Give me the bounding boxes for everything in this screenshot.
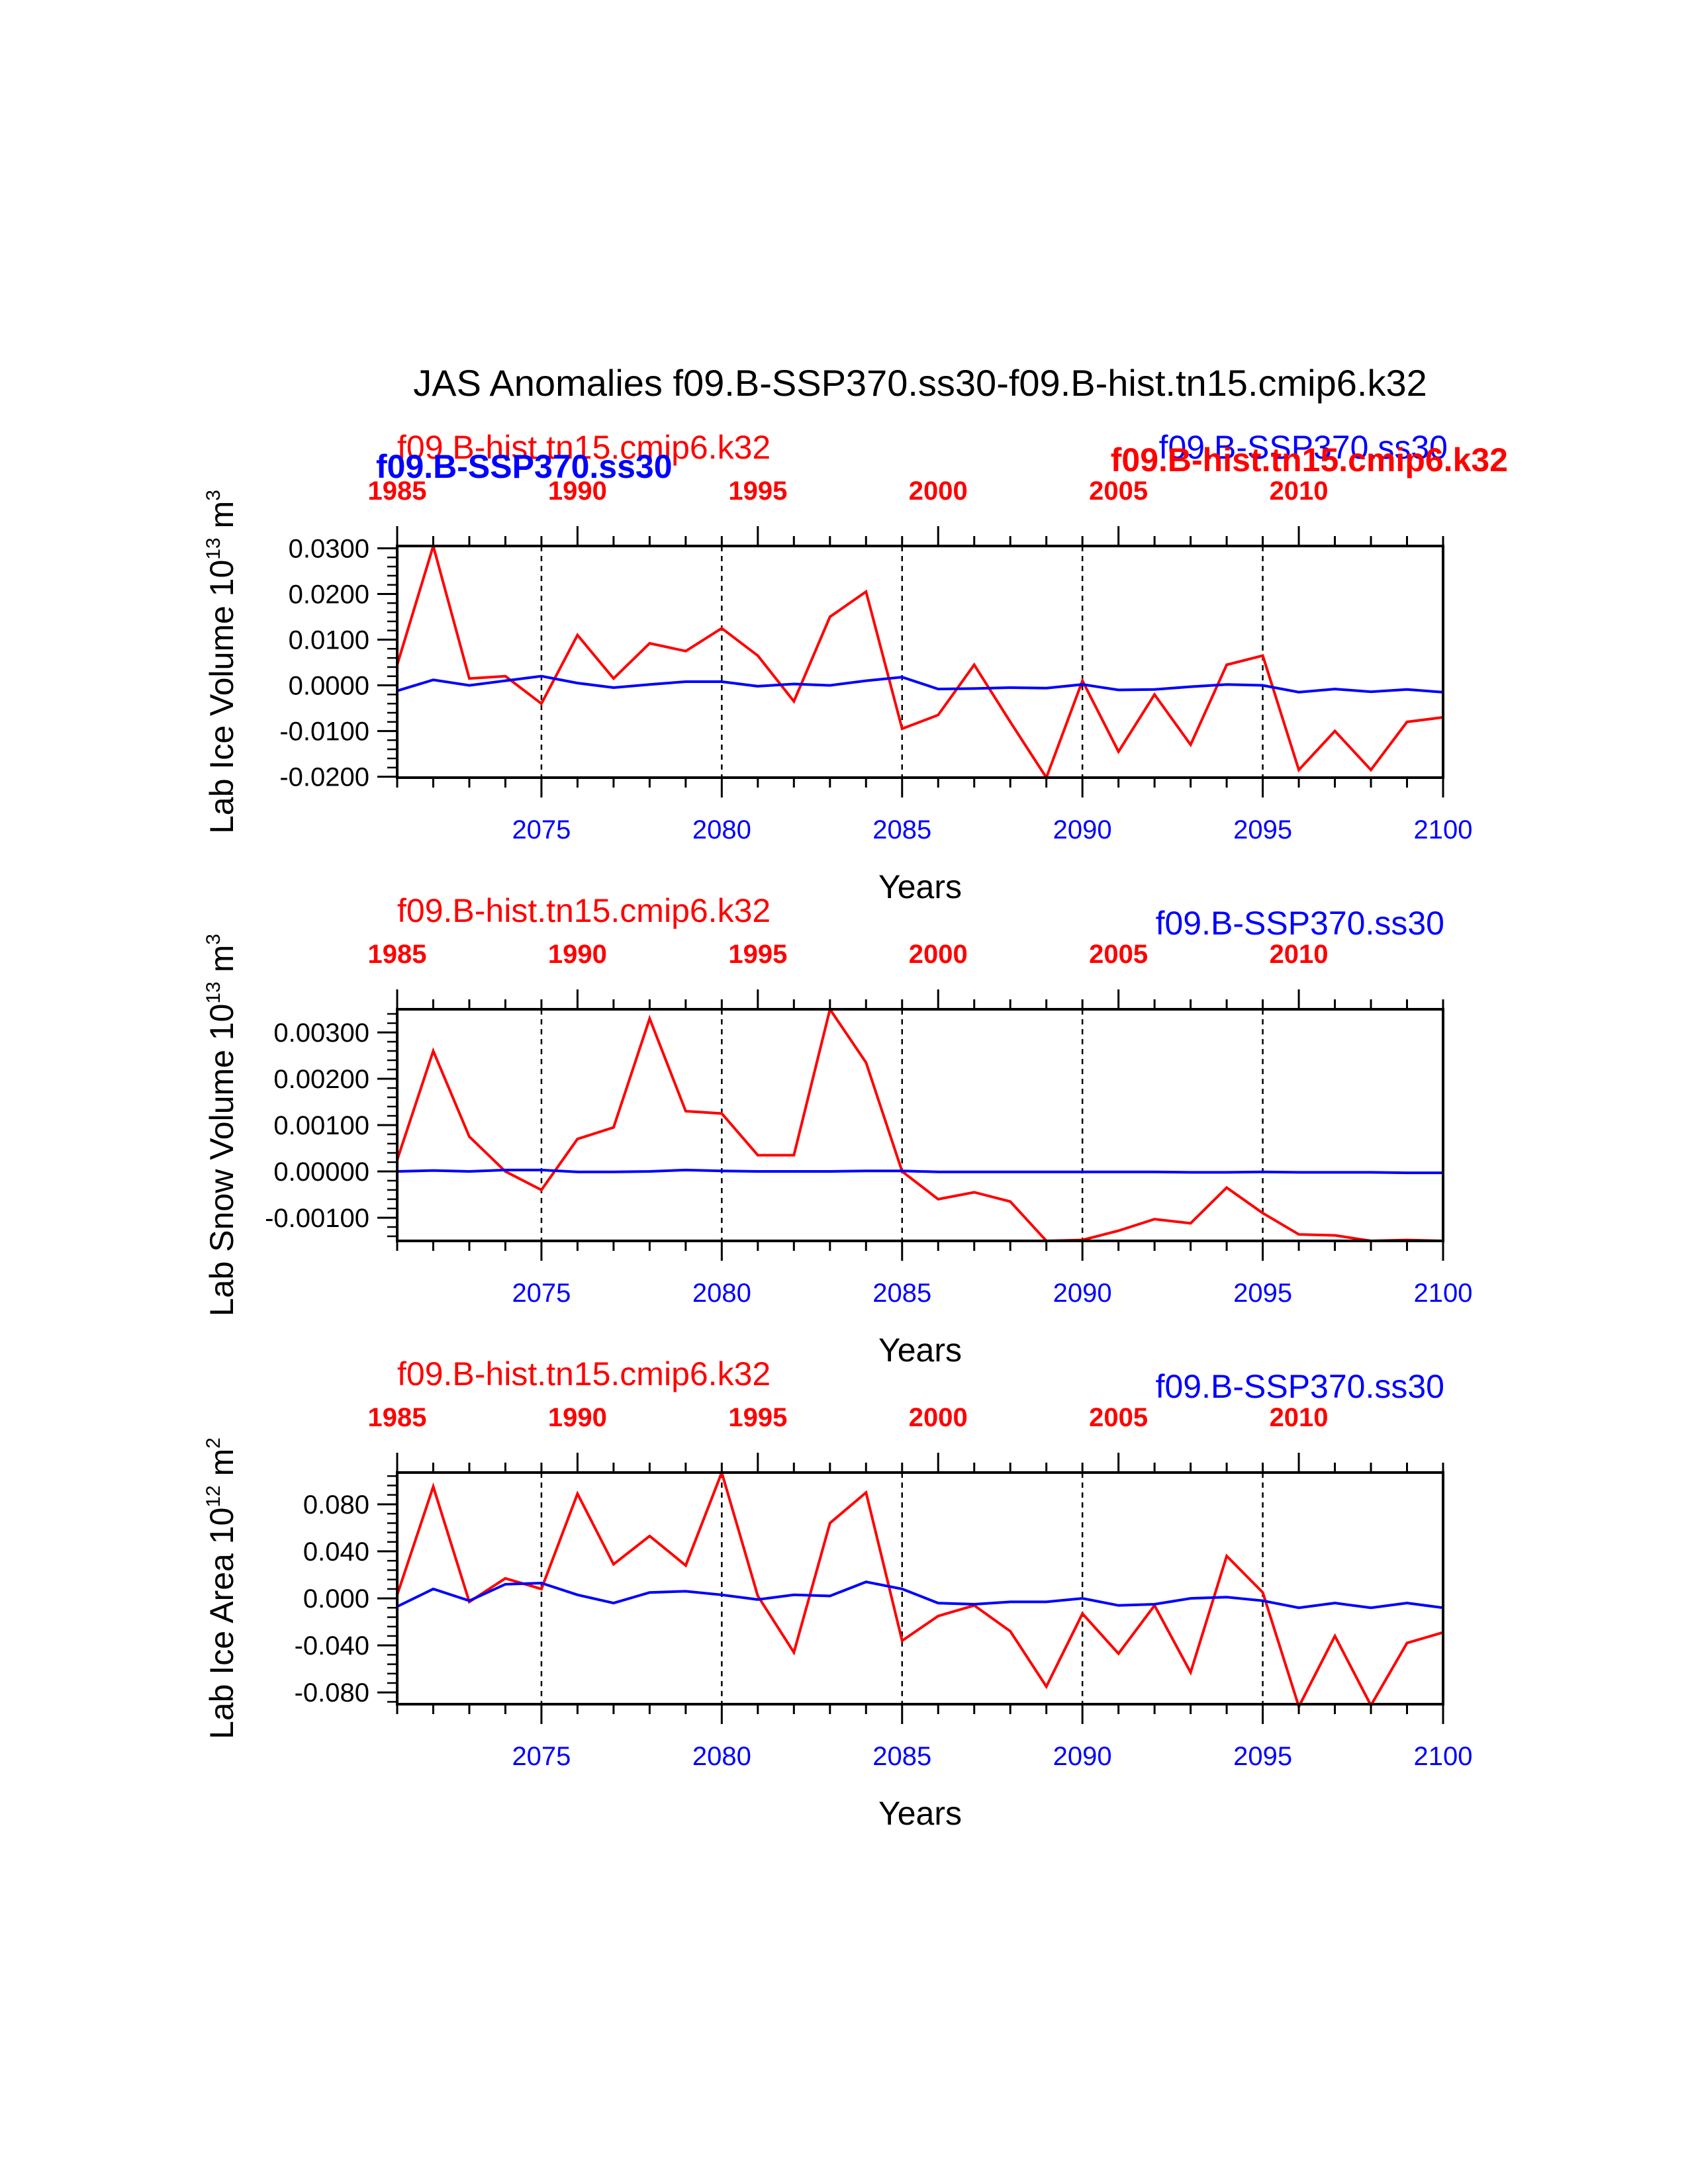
legend-label-ssp370: f09.B-SSP370.ss30 — [1156, 905, 1444, 942]
top-x-tick-label: 2005 — [1089, 1403, 1148, 1432]
y-tick-label: -0.040 — [295, 1631, 369, 1661]
y-axis-title: Lab Snow Volume 1013 m3 — [203, 934, 240, 1316]
y-axis-title-unit-exponent: 2 — [203, 1437, 224, 1449]
overlay-label-red-right: f09.B-hist.tn15.cmip6.k32 — [1111, 441, 1508, 478]
top-x-tick-label: 2000 — [909, 940, 968, 969]
overlay-label-blue-right: f09.B-SSP370.ss30 — [1159, 429, 1448, 466]
x-tick-label: 2075 — [512, 815, 571, 844]
series-line-hist — [396, 1468, 1444, 1710]
ice-area-panel: 2075 2080 2085 2090 2095 2100 1985 1990 1995 2000… — [203, 1355, 1472, 1832]
x-tick-label: 2090 — [1053, 1279, 1112, 1308]
top-x-tick-label: 1985 — [368, 940, 427, 969]
ice-volume-panel: 2075 2080 2085 2090 2095 2100 1985 1990 1995 2000… — [203, 477, 1472, 905]
top-x-tick-label: 2010 — [1270, 1403, 1329, 1432]
overlay-label-blue-left: f09.B-SSP370.ss30 — [376, 448, 673, 485]
x-tick-label: 2085 — [872, 1742, 931, 1771]
series-line-hist — [396, 1006, 1444, 1243]
top-x-tick-label: 1990 — [548, 940, 607, 969]
y-tick-label: -0.080 — [295, 1678, 369, 1707]
x-tick-label: 2100 — [1414, 1742, 1473, 1771]
x-tick-label: 2100 — [1414, 815, 1473, 844]
legend-label-ssp370: f09.B-SSP370.ss30 — [1156, 1368, 1444, 1405]
y-tick-label: 0.00100 — [273, 1111, 369, 1140]
y-axis-title: Lab Ice Area 1012 m2 — [203, 1437, 240, 1739]
x-axis-title: Years — [878, 1795, 962, 1832]
y-tick-label: 0.0200 — [289, 580, 369, 609]
top-x-tick-label: 2005 — [1089, 477, 1148, 506]
x-tick-label: 2095 — [1233, 1279, 1292, 1308]
snow-volume-panel: 2075 2080 2085 2090 2095 2100 1985 1990 1995 2000… — [203, 892, 1472, 1369]
y-axis-title-main: Lab Ice Volume 10 — [203, 560, 240, 834]
top-x-tick-label: 1990 — [548, 1403, 607, 1432]
top-x-tick-label: 2010 — [1270, 477, 1329, 506]
x-tick-label: 2090 — [1053, 815, 1112, 844]
y-tick-label: -0.0200 — [279, 763, 369, 792]
x-tick-label: 2100 — [1414, 1279, 1473, 1308]
y-tick-label: 0.00000 — [273, 1158, 369, 1187]
x-axis-title: Years — [878, 1332, 962, 1369]
y-tick-label: -0.0100 — [279, 717, 369, 747]
x-tick-label: 2090 — [1053, 1742, 1112, 1771]
y-axis-title-unit: m — [203, 501, 240, 538]
x-tick-label: 2095 — [1233, 815, 1292, 844]
x-axis-title: Years — [878, 868, 962, 905]
x-tick-label: 2075 — [512, 1279, 571, 1308]
top-x-tick-label: 1995 — [728, 1403, 787, 1432]
y-axis-title-unit-exponent: 3 — [203, 490, 224, 501]
y-axis-title-exponent: 13 — [203, 537, 224, 559]
series-line-hist — [396, 541, 1444, 781]
x-tick-label: 2075 — [512, 1742, 571, 1771]
series-line-ssp370 — [397, 1580, 1444, 1610]
y-axis-title-main: Lab Ice Area 10 — [203, 1508, 240, 1739]
y-tick-label: 0.000 — [303, 1584, 369, 1614]
legend-label-hist: f09.B-hist.tn15.cmip6.k32 — [397, 892, 771, 929]
top-x-tick-label: 1985 — [368, 477, 427, 506]
y-tick-label: 0.00300 — [273, 1019, 369, 1048]
y-tick-label: -0.00100 — [265, 1204, 369, 1233]
x-tick-label: 2085 — [872, 1279, 931, 1308]
x-tick-label: 2085 — [872, 815, 931, 844]
x-tick-label: 2080 — [692, 1279, 751, 1308]
series-line-ssp370 — [397, 674, 1444, 694]
top-x-tick-label: 2010 — [1270, 940, 1329, 969]
y-tick-label: 0.0100 — [289, 626, 369, 655]
y-axis-title-unit: m — [203, 1449, 240, 1486]
y-axis-title-exponent: 13 — [203, 981, 224, 1003]
y-tick-label: 0.040 — [303, 1537, 369, 1567]
top-x-tick-label: 1990 — [548, 477, 607, 506]
y-tick-label: 0.080 — [303, 1490, 369, 1520]
y-axis-title-unit: m — [203, 945, 240, 982]
y-tick-label: 0.0000 — [289, 672, 369, 701]
top-x-tick-label: 1985 — [368, 1403, 427, 1432]
y-axis-title-unit-exponent: 3 — [203, 934, 224, 945]
series-line-ssp370 — [397, 1168, 1443, 1175]
overlay-label-red-left: f09.B-hist.tn15.cmip6.k32 — [397, 429, 771, 466]
y-tick-label: 0.00200 — [273, 1065, 369, 1094]
top-x-tick-label: 2005 — [1089, 940, 1148, 969]
x-tick-label: 2080 — [692, 815, 751, 844]
y-tick-label: 0.0300 — [289, 534, 369, 563]
x-tick-label: 2095 — [1233, 1742, 1292, 1771]
top-x-tick-label: 2000 — [909, 477, 968, 506]
legend-label-hist: f09.B-hist.tn15.cmip6.k32 — [397, 1355, 771, 1392]
y-axis-title-main: Lab Snow Volume 10 — [203, 1004, 240, 1317]
y-axis-title: Lab Ice Volume 1013 m3 — [203, 490, 240, 834]
plot-frame — [396, 545, 1444, 779]
figure-title: JAS Anomalies f09.B-SSP370.ss30-f09.B-hi… — [413, 362, 1427, 404]
x-tick-label: 2080 — [692, 1742, 751, 1771]
top-x-tick-label: 2000 — [909, 1403, 968, 1432]
top-x-tick-label: 1995 — [728, 940, 787, 969]
top-x-tick-label: 1995 — [728, 477, 787, 506]
y-axis-title-exponent: 12 — [203, 1485, 224, 1507]
